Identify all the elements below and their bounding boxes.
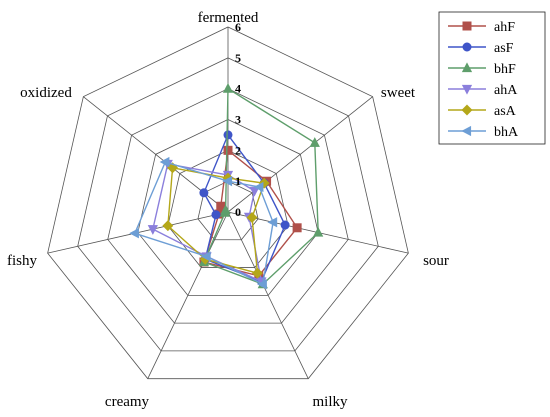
legend-label: asA <box>494 104 517 119</box>
data-point <box>313 226 324 237</box>
axis-label-sweet: sweet <box>381 85 416 101</box>
legend: ahF asF bhF ahA asA bhA <box>438 11 546 145</box>
axis-label-milky: milky <box>312 394 348 410</box>
axis-labels: fermented sweet sour milky creamy fishy … <box>7 10 449 410</box>
grid-ring <box>77 57 379 352</box>
series-line <box>133 161 274 286</box>
legend-item-asA: asA <box>448 104 517 119</box>
radial-tick-labels: 0 1 2 3 4 5 6 <box>235 20 241 219</box>
data-point <box>159 156 170 168</box>
data-point <box>461 84 473 95</box>
grid-spoke <box>147 211 229 379</box>
data-point <box>211 210 221 220</box>
axis-label-oxidized: oxidized <box>20 85 72 101</box>
tick-label: 2 <box>235 143 241 157</box>
series-bhA <box>129 156 278 290</box>
series-asF <box>199 130 290 286</box>
radar-series <box>129 82 324 290</box>
data-point <box>246 212 258 223</box>
data-point <box>267 217 278 228</box>
data-point <box>220 204 231 215</box>
series-line <box>152 163 263 283</box>
data-point <box>461 125 472 137</box>
grid-spoke <box>227 96 373 213</box>
legend-box <box>438 11 546 145</box>
data-point <box>461 104 473 116</box>
tick-label: 6 <box>235 20 241 34</box>
data-point <box>199 188 209 198</box>
data-point <box>223 145 233 155</box>
tick-label: 4 <box>235 82 241 96</box>
legend-label: asF <box>494 41 514 56</box>
data-point <box>462 21 472 31</box>
axis-label-fishy: fishy <box>7 253 38 269</box>
data-point <box>200 251 211 262</box>
data-point <box>253 181 264 193</box>
data-point <box>147 225 158 235</box>
legend-label: ahA <box>494 83 518 98</box>
legend-item-ahF: ahF <box>448 20 515 35</box>
axis-label-sour: sour <box>423 253 449 269</box>
tick-label: 3 <box>235 113 241 127</box>
legend-label: ahF <box>494 20 515 35</box>
data-point <box>162 220 174 232</box>
tick-label: 1 <box>235 174 241 188</box>
series-line <box>203 133 286 283</box>
legend-item-bhF: bhF <box>448 62 516 77</box>
radar-grid <box>47 26 409 380</box>
data-point <box>292 223 302 233</box>
grid-ring <box>107 88 349 324</box>
data-point <box>251 267 263 279</box>
legend-label: bhF <box>494 62 516 77</box>
data-point <box>257 279 267 290</box>
data-point <box>222 176 233 187</box>
data-point <box>223 130 233 140</box>
legend-item-asF: asF <box>448 41 514 56</box>
data-point <box>280 220 290 230</box>
data-point <box>309 137 320 147</box>
data-point <box>129 228 139 239</box>
grid-ring <box>47 26 409 380</box>
data-point <box>462 42 472 52</box>
grid-spoke <box>227 211 309 379</box>
tick-label: 5 <box>235 51 241 65</box>
legend-item-bhA: bhA <box>448 125 519 140</box>
axis-label-creamy: creamy <box>105 394 150 410</box>
grid-ring <box>137 119 319 296</box>
legend-label: bhA <box>494 125 519 140</box>
tick-label: 0 <box>235 205 241 219</box>
legend-item-ahA: ahA <box>448 83 518 98</box>
data-point <box>222 82 234 93</box>
axis-label-fermented: fermented <box>198 10 259 26</box>
data-point <box>461 62 473 73</box>
